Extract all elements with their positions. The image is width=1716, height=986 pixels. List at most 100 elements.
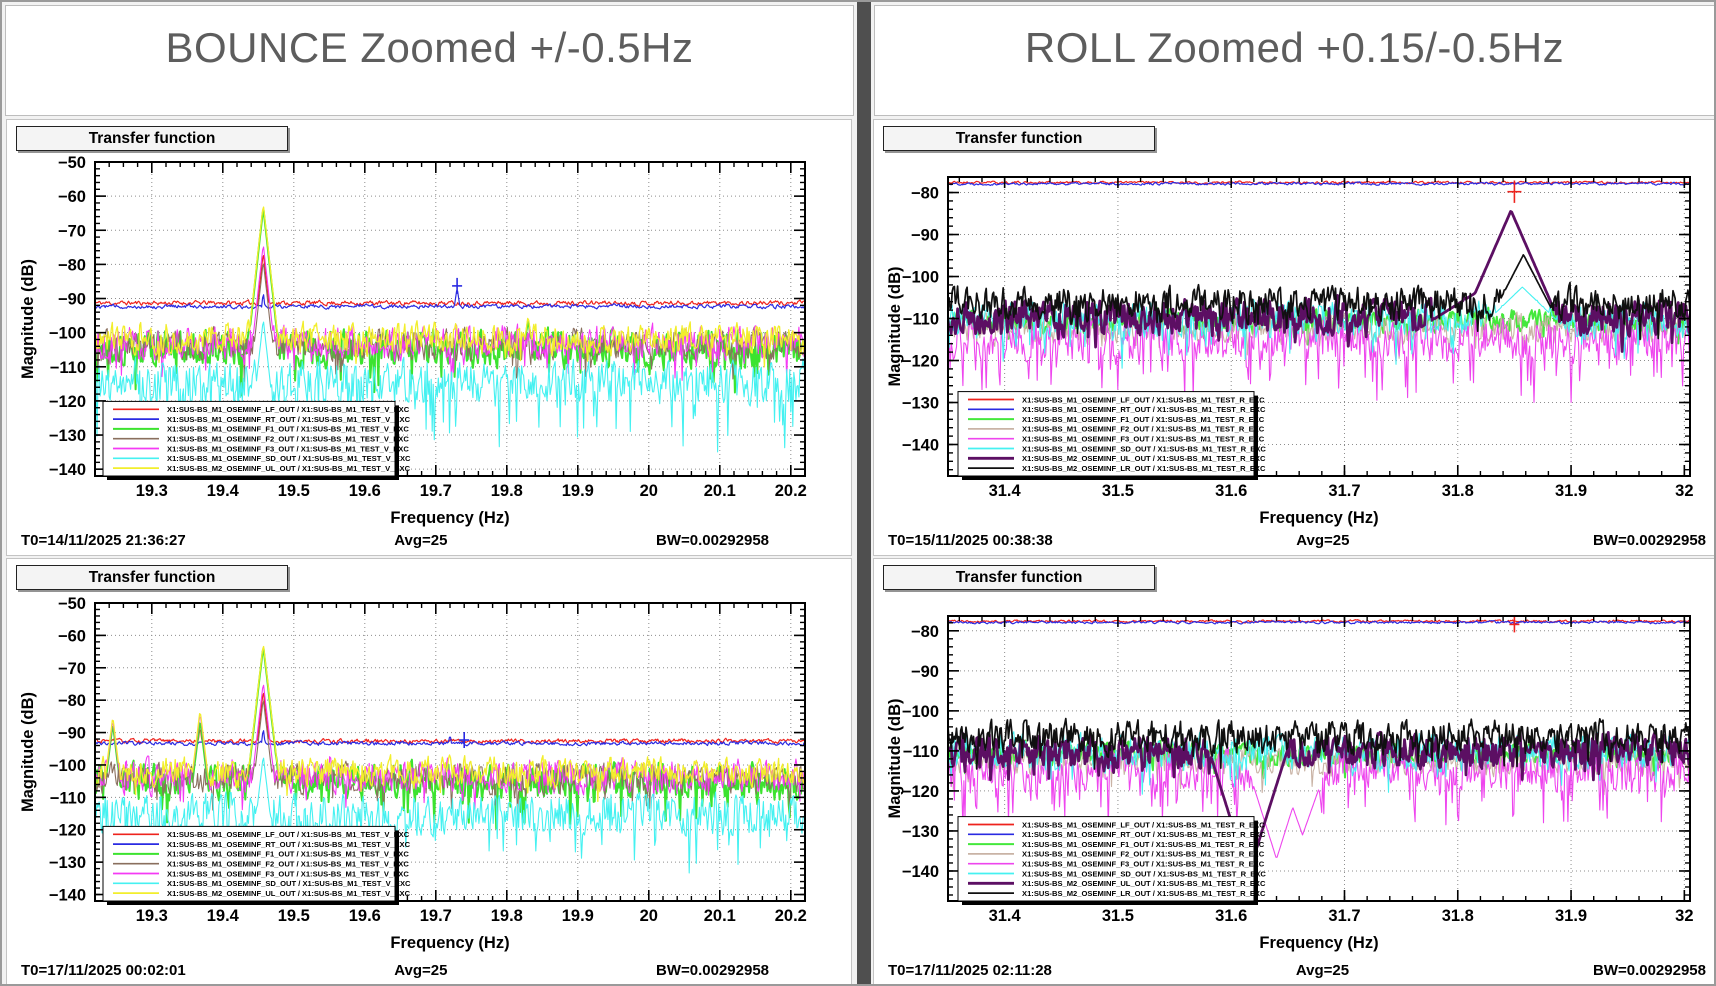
svg-text:31.6: 31.6 bbox=[1215, 482, 1247, 500]
plot-panel-bounce-bottom: Transfer function 19.3 19.4 19.5 19.6 19.7 19… bbox=[6, 558, 852, 985]
svg-text:X1:SUS-BS_M1_OSEMINF_F1_OUT /: X1:SUS-BS_M1_OSEMINF_F1_OUT / X1:SUS-BS_… bbox=[1022, 840, 1265, 849]
svg-text:−120: −120 bbox=[49, 822, 86, 840]
bandwidth-value: BW=0.00292958 bbox=[656, 962, 769, 979]
plot-panel-roll-top: Transfer function 31.4 31.5 31.6 31.7 31.8 31… bbox=[873, 119, 1714, 556]
svg-text:X1:SUS-BS_M1_OSEMINF_LF_OUT /: X1:SUS-BS_M1_OSEMINF_LF_OUT / X1:SUS-BS_… bbox=[167, 405, 410, 414]
svg-text:31.9: 31.9 bbox=[1555, 482, 1587, 500]
roll-column: ROLL Zoomed +0.15/-0.5Hz Transfer functi… bbox=[871, 2, 1714, 985]
svg-text:X1:SUS-BS_M1_OSEMINF_RT_OUT /: X1:SUS-BS_M1_OSEMINF_RT_OUT / X1:SUS-BS_… bbox=[167, 840, 411, 849]
bounce-column: BOUNCE Zoomed +/-0.5Hz Transfer function… bbox=[2, 2, 857, 984]
svg-text:X1:SUS-BS_M2_OSEMINF_UL_OUT /: X1:SUS-BS_M2_OSEMINF_UL_OUT / X1:SUS-BS_… bbox=[1022, 879, 1266, 888]
bounce-title-text: BOUNCE Zoomed +/-0.5Hz bbox=[165, 24, 694, 71]
column-divider bbox=[857, 2, 871, 984]
t0-timestamp: T0=17/11/2025 02:11:28 bbox=[888, 962, 1052, 979]
svg-text:−100: −100 bbox=[902, 269, 939, 287]
status-bar: T0=17/11/2025 02:11:28 Avg=25 BW=0.00292… bbox=[888, 962, 1706, 979]
bandwidth-value: BW=0.00292958 bbox=[1593, 532, 1706, 549]
svg-text:−130: −130 bbox=[902, 395, 939, 413]
svg-text:31.6: 31.6 bbox=[1215, 907, 1247, 925]
svg-text:X1:SUS-BS_M2_OSEMINF_LR_OUT /: X1:SUS-BS_M2_OSEMINF_LR_OUT / X1:SUS-BS_… bbox=[1022, 464, 1266, 473]
svg-text:−80: −80 bbox=[911, 623, 939, 641]
svg-text:X1:SUS-BS_M1_OSEMINF_F2_OUT /: X1:SUS-BS_M1_OSEMINF_F2_OUT / X1:SUS-BS_… bbox=[1022, 425, 1265, 434]
svg-text:X1:SUS-BS_M1_OSEMINF_LF_OUT /: X1:SUS-BS_M1_OSEMINF_LF_OUT / X1:SUS-BS_… bbox=[1022, 820, 1265, 829]
transfer-function-plot-bounce-top[interactable]: 19.3 19.4 19.5 19.6 19.7 19.8 19.9 20 20.1 20.2 −5… bbox=[7, 120, 851, 555]
svg-text:X1:SUS-BS_M1_OSEMINF_RT_OUT /: X1:SUS-BS_M1_OSEMINF_RT_OUT / X1:SUS-BS_… bbox=[1022, 405, 1266, 414]
svg-text:19.8: 19.8 bbox=[491, 482, 523, 500]
transfer-function-plot-roll-top[interactable]: 31.4 31.5 31.6 31.7 31.8 31.9 32 −80 −90 −100 −110… bbox=[874, 120, 1714, 555]
svg-text:Frequency (Hz): Frequency (Hz) bbox=[1259, 934, 1378, 952]
svg-text:20.1: 20.1 bbox=[704, 482, 736, 500]
svg-text:X1:SUS-BS_M1_OSEMINF_SD_OUT /: X1:SUS-BS_M1_OSEMINF_SD_OUT / X1:SUS-BS_… bbox=[167, 454, 411, 463]
svg-text:X1:SUS-BS_M1_OSEMINF_F1_OUT /: X1:SUS-BS_M1_OSEMINF_F1_OUT / X1:SUS-BS_… bbox=[1022, 415, 1265, 424]
svg-text:−90: −90 bbox=[58, 725, 86, 743]
svg-text:X1:SUS-BS_M1_OSEMINF_F3_OUT /: X1:SUS-BS_M1_OSEMINF_F3_OUT / X1:SUS-BS_… bbox=[167, 444, 409, 453]
status-bar: T0=15/11/2025 00:38:38 Avg=25 BW=0.00292… bbox=[888, 532, 1706, 549]
svg-text:31.4: 31.4 bbox=[989, 482, 1022, 500]
transfer-function-plot-bounce-bottom[interactable]: 19.3 19.4 19.5 19.6 19.7 19.8 19.9 20 20.1 20.2 −5… bbox=[7, 559, 851, 985]
svg-text:−80: −80 bbox=[58, 692, 86, 710]
svg-text:19.4: 19.4 bbox=[207, 482, 240, 500]
svg-text:−120: −120 bbox=[902, 783, 939, 801]
transfer-function-tab: Transfer function bbox=[16, 565, 288, 590]
svg-text:−110: −110 bbox=[903, 311, 939, 329]
svg-text:−120: −120 bbox=[902, 353, 939, 371]
svg-text:−130: −130 bbox=[902, 823, 939, 841]
svg-text:20.2: 20.2 bbox=[775, 482, 807, 500]
svg-text:19.9: 19.9 bbox=[562, 907, 594, 925]
svg-text:−90: −90 bbox=[58, 291, 86, 309]
svg-text:20.2: 20.2 bbox=[775, 907, 807, 925]
svg-text:X1:SUS-BS_M1_OSEMINF_F2_OUT /: X1:SUS-BS_M1_OSEMINF_F2_OUT / X1:SUS-BS_… bbox=[167, 860, 409, 869]
avg-count: Avg=25 bbox=[394, 532, 448, 549]
svg-text:−90: −90 bbox=[911, 663, 939, 681]
svg-text:X1:SUS-BS_M1_OSEMINF_LF_OUT /: X1:SUS-BS_M1_OSEMINF_LF_OUT / X1:SUS-BS_… bbox=[167, 830, 410, 839]
bounce-section-title: BOUNCE Zoomed +/-0.5Hz bbox=[5, 5, 854, 116]
svg-text:−100: −100 bbox=[49, 757, 86, 775]
svg-text:Magnitude (dB): Magnitude (dB) bbox=[19, 259, 37, 379]
svg-text:19.5: 19.5 bbox=[278, 482, 310, 500]
t0-timestamp: T0=15/11/2025 00:38:38 bbox=[888, 532, 1053, 549]
svg-text:19.8: 19.8 bbox=[491, 907, 523, 925]
svg-text:X1:SUS-BS_M1_OSEMINF_SD_OUT /: X1:SUS-BS_M1_OSEMINF_SD_OUT / X1:SUS-BS_… bbox=[167, 879, 411, 888]
svg-text:−140: −140 bbox=[49, 461, 86, 479]
svg-text:X1:SUS-BS_M1_OSEMINF_RT_OUT /: X1:SUS-BS_M1_OSEMINF_RT_OUT / X1:SUS-BS_… bbox=[1022, 830, 1266, 839]
transfer-function-tab: Transfer function bbox=[883, 565, 1155, 590]
svg-text:X1:SUS-BS_M2_OSEMINF_UL_OUT /: X1:SUS-BS_M2_OSEMINF_UL_OUT / X1:SUS-BS_… bbox=[167, 889, 411, 898]
transfer-function-plot-roll-bottom[interactable]: 31.4 31.5 31.6 31.7 31.8 31.9 32 −80 −90 −100 −110… bbox=[874, 559, 1714, 985]
svg-text:19.5: 19.5 bbox=[278, 907, 310, 925]
svg-text:−140: −140 bbox=[902, 863, 939, 881]
status-bar: T0=17/11/2025 00:02:01 Avg=25 BW=0.00292… bbox=[21, 962, 769, 979]
svg-text:Magnitude (dB): Magnitude (dB) bbox=[19, 692, 37, 812]
svg-text:−110: −110 bbox=[903, 743, 939, 761]
svg-text:−50: −50 bbox=[58, 154, 86, 172]
t0-timestamp: T0=14/11/2025 21:36:27 bbox=[21, 532, 186, 549]
svg-text:−110: −110 bbox=[50, 359, 86, 377]
svg-text:X1:SUS-BS_M1_OSEMINF_RT_OUT /: X1:SUS-BS_M1_OSEMINF_RT_OUT / X1:SUS-BS_… bbox=[167, 415, 411, 424]
plot-panel-roll-bottom: Transfer function 31.4 31.5 31.6 31.7 31.8 31… bbox=[873, 558, 1714, 985]
svg-text:−70: −70 bbox=[58, 222, 86, 240]
svg-text:X1:SUS-BS_M2_OSEMINF_UL_OUT /: X1:SUS-BS_M2_OSEMINF_UL_OUT / X1:SUS-BS_… bbox=[167, 464, 411, 473]
roll-section-title: ROLL Zoomed +0.15/-0.5Hz bbox=[874, 5, 1714, 116]
svg-text:19.7: 19.7 bbox=[420, 907, 452, 925]
transfer-function-tab: Transfer function bbox=[16, 126, 288, 151]
svg-text:31.5: 31.5 bbox=[1102, 907, 1134, 925]
svg-text:−140: −140 bbox=[902, 437, 939, 455]
svg-text:19.3: 19.3 bbox=[136, 482, 168, 500]
svg-text:−110: −110 bbox=[50, 789, 86, 807]
svg-text:31.8: 31.8 bbox=[1442, 482, 1474, 500]
svg-text:−120: −120 bbox=[49, 393, 86, 411]
svg-text:−60: −60 bbox=[58, 627, 86, 645]
svg-text:Frequency (Hz): Frequency (Hz) bbox=[390, 934, 509, 952]
bandwidth-value: BW=0.00292958 bbox=[656, 532, 769, 549]
svg-text:X1:SUS-BS_M1_OSEMINF_F3_OUT /: X1:SUS-BS_M1_OSEMINF_F3_OUT / X1:SUS-BS_… bbox=[1022, 435, 1265, 444]
svg-text:Frequency (Hz): Frequency (Hz) bbox=[390, 509, 509, 527]
avg-count: Avg=25 bbox=[1295, 962, 1350, 979]
svg-text:X1:SUS-BS_M1_OSEMINF_F3_OUT /: X1:SUS-BS_M1_OSEMINF_F3_OUT / X1:SUS-BS_… bbox=[167, 869, 409, 878]
svg-text:−60: −60 bbox=[58, 188, 86, 206]
avg-count: Avg=25 bbox=[394, 962, 448, 979]
svg-text:19.7: 19.7 bbox=[420, 482, 452, 500]
plot-panel-bounce-top: Transfer function 19.3 19.4 19.5 19.6 19.7 19… bbox=[6, 119, 852, 556]
svg-text:−90: −90 bbox=[911, 227, 939, 245]
svg-text:20.1: 20.1 bbox=[704, 907, 736, 925]
svg-text:31.7: 31.7 bbox=[1328, 482, 1360, 500]
svg-text:X1:SUS-BS_M1_OSEMINF_F2_OUT /: X1:SUS-BS_M1_OSEMINF_F2_OUT / X1:SUS-BS_… bbox=[1022, 850, 1265, 859]
